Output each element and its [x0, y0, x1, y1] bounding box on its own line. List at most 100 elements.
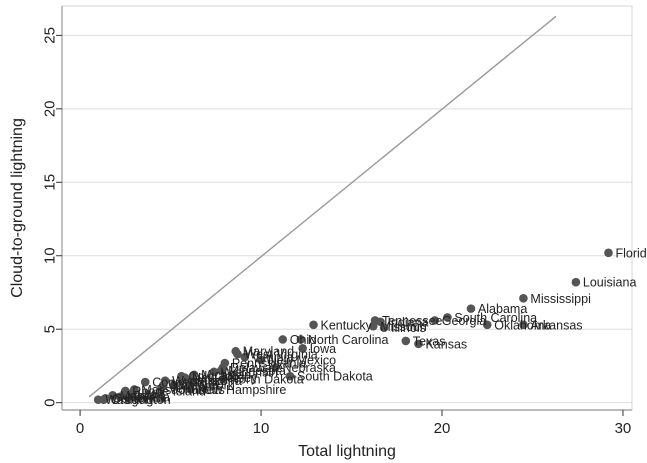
data-point	[296, 335, 306, 344]
data-point	[519, 294, 528, 303]
data-point	[140, 377, 150, 387]
point-label: Florida	[615, 246, 647, 260]
point-label: North Dakota	[230, 373, 304, 387]
y-tick-label: 15	[42, 174, 59, 191]
data-point	[240, 352, 250, 362]
y-tick-label: 10	[42, 247, 59, 264]
data-point	[233, 349, 242, 359]
x-tick-label: 0	[76, 420, 84, 437]
point-label: New Mexico	[268, 354, 336, 368]
point-label: Tennessee	[382, 314, 443, 328]
point-label: South Dakota	[297, 370, 373, 384]
point-label: Idaho	[134, 389, 165, 403]
point-label: Maine	[120, 389, 154, 403]
point-label: Arkansas	[530, 318, 582, 332]
data-point	[115, 392, 125, 402]
x-tick-label: 30	[615, 420, 632, 437]
data-point	[368, 321, 378, 331]
point-label: Illinois	[391, 321, 426, 335]
point-label: Louisiana	[583, 276, 637, 290]
x-axis-ticks: 0 10 20 30	[76, 410, 631, 437]
point-label: Oklahoma	[494, 318, 551, 332]
data-point	[93, 395, 103, 405]
data-point	[379, 323, 389, 333]
point-label: Indiana	[387, 315, 428, 329]
y-tick-label: 20	[42, 100, 59, 117]
point-label: Maryland	[243, 345, 294, 359]
point-label: Vermont	[169, 381, 216, 395]
point-label: Georgia	[442, 314, 487, 328]
point-labels: FloridaLouisianaMississippiAlabamaSouth …	[105, 246, 647, 407]
data-point	[216, 366, 226, 375]
x-axis-title: Total lightning	[298, 443, 396, 460]
y-axis-title: Cloud-to-ground lightning	[9, 118, 26, 298]
point-label: Montana	[170, 379, 219, 393]
data-point	[157, 383, 166, 393]
data-point	[443, 313, 452, 322]
point-label: Washington	[105, 393, 171, 407]
point-label: Missouri	[380, 320, 427, 334]
data-point	[309, 320, 318, 330]
point-label: Mississippi	[530, 292, 590, 306]
data-point	[186, 385, 195, 394]
point-label: Wyoming	[172, 374, 224, 388]
data-point	[278, 335, 288, 344]
data-point	[414, 339, 423, 349]
data-point	[209, 367, 219, 377]
data-point	[271, 363, 280, 372]
data-point	[108, 391, 117, 400]
y-tick-label: 25	[42, 27, 59, 44]
point-label: Rhode Island	[132, 384, 206, 398]
point-label: Utah	[138, 387, 164, 401]
data-points	[93, 248, 613, 405]
data-point	[430, 316, 440, 325]
point-label: West Virginia	[245, 348, 318, 362]
y-tick-label: 5	[42, 325, 59, 333]
plot-frame	[61, 5, 633, 411]
point-label: Connecticut	[152, 376, 219, 390]
x-tick-label: 20	[434, 420, 451, 437]
data-point	[169, 380, 179, 390]
data-point	[187, 376, 197, 385]
data-point	[256, 355, 266, 365]
data-point	[482, 320, 492, 330]
point-label: Minnesota	[228, 364, 286, 378]
point-label: Delaware	[230, 361, 283, 375]
y-axis-ticks: 0 5 10 15 20 25	[42, 27, 62, 407]
point-label: Kansas	[425, 337, 467, 351]
point-label: Oregon	[111, 393, 153, 407]
data-point	[180, 373, 190, 382]
point-label: Texas	[413, 334, 446, 348]
point-label: Michigan	[201, 368, 251, 382]
data-point	[519, 320, 528, 330]
point-label: South Carolina	[454, 311, 537, 325]
data-point	[122, 391, 132, 400]
y-tick-label: 0	[42, 398, 59, 406]
point-label: Colorado	[188, 370, 239, 384]
data-point	[218, 374, 228, 384]
point-label: Iowa	[310, 342, 336, 356]
point-label: New York	[181, 379, 235, 393]
x-tick-label: 10	[253, 420, 270, 437]
point-label: Pennsylvania	[232, 356, 306, 370]
point-label: Massachusetts	[141, 383, 224, 397]
data-point	[285, 371, 295, 381]
data-point	[298, 343, 307, 353]
point-label: New Hampshire	[197, 383, 286, 397]
point-label: New Jersey	[192, 371, 258, 385]
point-label: California	[112, 392, 165, 406]
point-label: North Carolina	[308, 333, 389, 347]
point-label: Nebraska	[283, 361, 337, 375]
point-label: Kentucky	[321, 318, 373, 332]
data-point	[466, 304, 476, 313]
grid-lines	[62, 34, 632, 404]
data-point	[604, 248, 613, 258]
point-label: Virginia	[252, 351, 294, 365]
point-label: Arizona	[199, 374, 241, 388]
point-label: Ohio	[290, 333, 316, 347]
data-point	[571, 277, 581, 287]
point-label: Alabama	[478, 302, 527, 316]
point-label: Nevada	[127, 390, 170, 404]
reference-line	[88, 15, 557, 398]
